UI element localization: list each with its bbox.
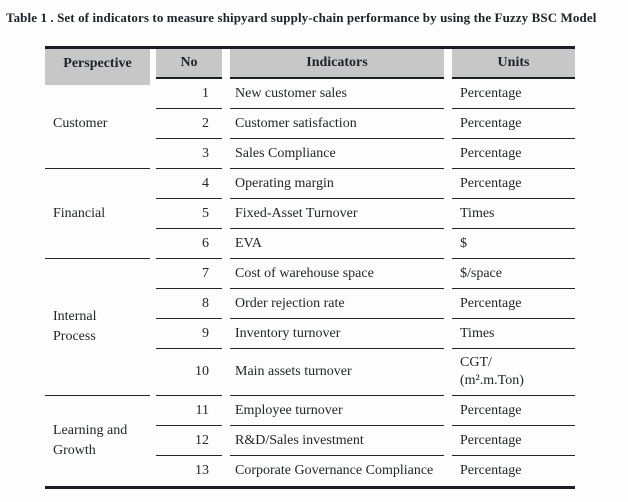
row-unit: Percentage <box>452 396 575 426</box>
row-indicator: Order rejection rate <box>230 289 444 319</box>
row-indicator: Operating margin <box>230 169 444 199</box>
perspective-group-learning-growth: Learning and Growth <box>53 423 128 458</box>
row-unit: Times <box>452 319 575 349</box>
row-no: 12 <box>156 426 222 456</box>
row-no: 7 <box>156 259 222 289</box>
row-unit: Percentage <box>452 139 575 169</box>
row-no: 5 <box>156 199 222 229</box>
row-no: 2 <box>156 109 222 139</box>
header-indicators: Indicators <box>230 49 444 79</box>
header-units: Units <box>452 49 575 79</box>
row-indicator: Cost of warehouse space <box>230 259 444 289</box>
row-no: 3 <box>156 139 222 169</box>
row-indicator: Corporate Governance Compliance <box>235 463 434 478</box>
row-no: 6 <box>156 229 222 259</box>
row-no: 13 <box>195 463 209 478</box>
row-indicator: Inventory turnover <box>230 319 444 349</box>
row-indicator: Employee turnover <box>230 396 444 426</box>
row-indicator: R&D/Sales investment <box>230 426 444 456</box>
row-unit: Percentage <box>452 79 575 109</box>
row-indicator: Customer satisfaction <box>230 109 444 139</box>
row-unit: Percentage <box>452 169 575 199</box>
row-indicator: Main assets turnover <box>230 349 444 396</box>
row-no: 11 <box>156 396 222 426</box>
row-no: 4 <box>156 169 222 199</box>
row-unit: Percentage <box>460 463 522 478</box>
row-unit: Percentage <box>452 109 575 139</box>
row-unit: Percentage <box>452 289 575 319</box>
row-no: 9 <box>156 319 222 349</box>
row-indicator: EVA <box>230 229 444 259</box>
perspective-group-internal-process: Internal Process <box>45 259 150 396</box>
table-caption: Table 1 . Set of indicators to measure s… <box>6 10 597 25</box>
row-unit: Percentage <box>452 426 575 456</box>
header-no: No <box>156 49 222 79</box>
header-perspective: Perspective <box>45 49 150 85</box>
perspective-group-customer: Customer <box>45 79 150 169</box>
row-no: 1 <box>156 79 222 109</box>
row-unit: Times <box>452 199 575 229</box>
row-indicator: Fixed-Asset Turnover <box>230 199 444 229</box>
row-unit: CGT/ (m².m.Ton) <box>452 349 575 396</box>
row-no: 8 <box>156 289 222 319</box>
row-no: 10 <box>156 349 222 396</box>
row-indicator: New customer sales <box>230 79 444 109</box>
row-indicator: Sales Compliance <box>230 139 444 169</box>
row-unit: $/space <box>452 259 575 289</box>
perspective-group-financial: Financial <box>45 169 150 259</box>
row-unit: $ <box>452 229 575 259</box>
indicators-table: Perspective No Indicators Units Customer… <box>45 46 575 489</box>
